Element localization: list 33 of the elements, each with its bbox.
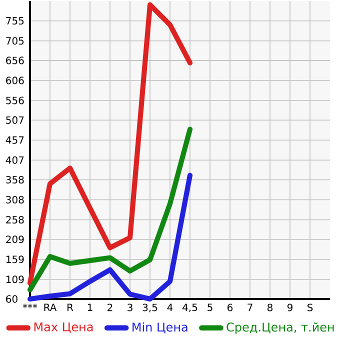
x-tick-label: *** <box>22 304 38 308</box>
x-tick-label: 4,5 <box>182 304 198 312</box>
y-tick-label: 258 <box>6 216 24 224</box>
x-tick-label: 8 <box>267 304 272 312</box>
x-tick-label: 3 <box>128 304 132 312</box>
y-tick-label: 407 <box>6 156 24 164</box>
legend-label: Сред.Цена, т.йен <box>226 322 334 334</box>
x-tick-label: 1 <box>88 304 92 312</box>
x-tick-label: S <box>308 304 313 312</box>
x-tick-label: 6 <box>228 304 233 312</box>
x-tick-label: 5 <box>208 304 212 312</box>
legend-label: Min Цена <box>132 322 188 334</box>
y-tick-label: 209 <box>6 236 24 244</box>
y-tick-label: 606 <box>6 76 24 84</box>
x-tick-label: 2 <box>108 304 112 312</box>
x-tick-label: R <box>68 304 74 312</box>
y-tick-label: 109 <box>6 276 24 284</box>
y-tick-label: 705 <box>6 37 24 45</box>
y-tick-label: 507 <box>6 116 24 124</box>
x-tick-label: 9 <box>287 304 292 312</box>
y-tick-label: 755 <box>6 17 24 25</box>
y-tick-label: 656 <box>6 56 24 64</box>
y-tick-label: 556 <box>6 96 24 104</box>
y-tick-label: 457 <box>6 136 24 144</box>
x-tick-label: 3,5 <box>142 304 158 312</box>
legend-label: Max Цена <box>34 322 93 334</box>
x-tick-label: 4 <box>167 304 173 312</box>
y-tick-label: 358 <box>6 176 24 184</box>
y-tick-label: 60 <box>6 295 18 303</box>
y-tick-label: 308 <box>6 196 24 204</box>
x-tick-label: 7 <box>248 304 252 312</box>
x-tick-label: RA <box>44 304 57 312</box>
y-tick-label: 159 <box>6 256 24 264</box>
